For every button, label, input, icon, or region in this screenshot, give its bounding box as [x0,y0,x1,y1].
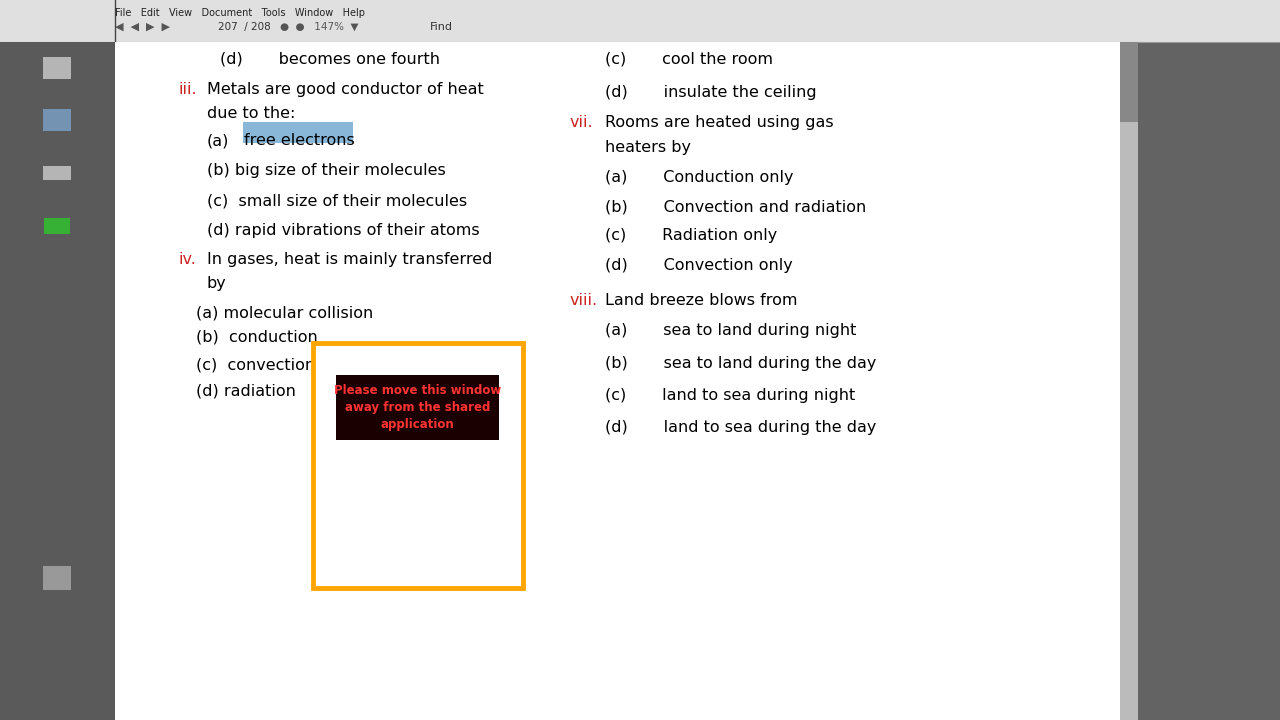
Text: Rooms are heated using gas: Rooms are heated using gas [605,115,833,130]
Text: In gases, heat is mainly transferred: In gases, heat is mainly transferred [207,252,493,267]
Text: (b)       sea to land during the day: (b) sea to land during the day [605,356,877,371]
Text: iv.: iv. [178,252,196,267]
Bar [44,218,70,234]
Text: ●  ●   147%  ▼: ● ● 147% ▼ [280,22,358,32]
Bar [314,343,524,588]
Bar [0,42,115,720]
Text: (a)       Conduction only: (a) Conduction only [605,170,794,185]
Text: heaters by: heaters by [605,140,691,155]
Text: viii.: viii. [570,293,598,308]
Text: (a) molecular collision: (a) molecular collision [196,305,374,320]
Text: (c)  small size of their molecules: (c) small size of their molecules [207,193,467,208]
Text: (c)       Radiation only: (c) Radiation only [605,228,777,243]
Bar [1120,42,1138,720]
Text: (d) rapid vibrations of their atoms: (d) rapid vibrations of their atoms [207,223,480,238]
Text: Land breeze blows from: Land breeze blows from [605,293,797,308]
Bar [44,566,70,590]
Text: iii.: iii. [178,82,197,97]
Text: due to the:: due to the: [207,106,296,121]
Bar [0,0,1280,42]
Text: 207  / 208: 207 / 208 [218,22,271,32]
Bar [335,375,499,440]
Text: (c)       cool the room: (c) cool the room [605,52,773,67]
Text: Metals are good conductor of heat: Metals are good conductor of heat [207,82,484,97]
Text: free electrons: free electrons [244,133,355,148]
Text: (b)  conduction: (b) conduction [196,330,317,345]
Text: (b)       Convection and radiation: (b) Convection and radiation [605,200,867,215]
Text: (a)       sea to land during night: (a) sea to land during night [605,323,856,338]
Bar [44,109,70,131]
Text: (d) radiation: (d) radiation [196,384,296,399]
Text: (d)       insulate the ceiling: (d) insulate the ceiling [605,85,817,100]
Text: Find: Find [430,22,453,32]
Text: by: by [207,276,227,291]
Text: (c)       land to sea during night: (c) land to sea during night [605,388,855,403]
Text: Please move this window
away from the shared
application: Please move this window away from the sh… [334,384,502,431]
Bar [44,166,70,180]
Bar [243,122,353,143]
Text: (c)  convection: (c) convection [196,358,315,373]
Text: (a): (a) [207,133,229,148]
Bar [1120,42,1138,122]
Text: vii.: vii. [570,115,594,130]
Bar [115,42,1120,720]
Text: (d)       Convection only: (d) Convection only [605,258,792,273]
Text: File   Edit   View   Document   Tools   Window   Help: File Edit View Document Tools Window Hel… [115,8,365,18]
Text: (d)       land to sea during the day: (d) land to sea during the day [605,420,877,435]
Text: ◀  ◀  ▶  ▶: ◀ ◀ ▶ ▶ [115,22,170,32]
Text: (b) big size of their molecules: (b) big size of their molecules [207,163,445,178]
Text: (d)       becomes one fourth: (d) becomes one fourth [220,52,440,67]
Bar [44,57,70,79]
